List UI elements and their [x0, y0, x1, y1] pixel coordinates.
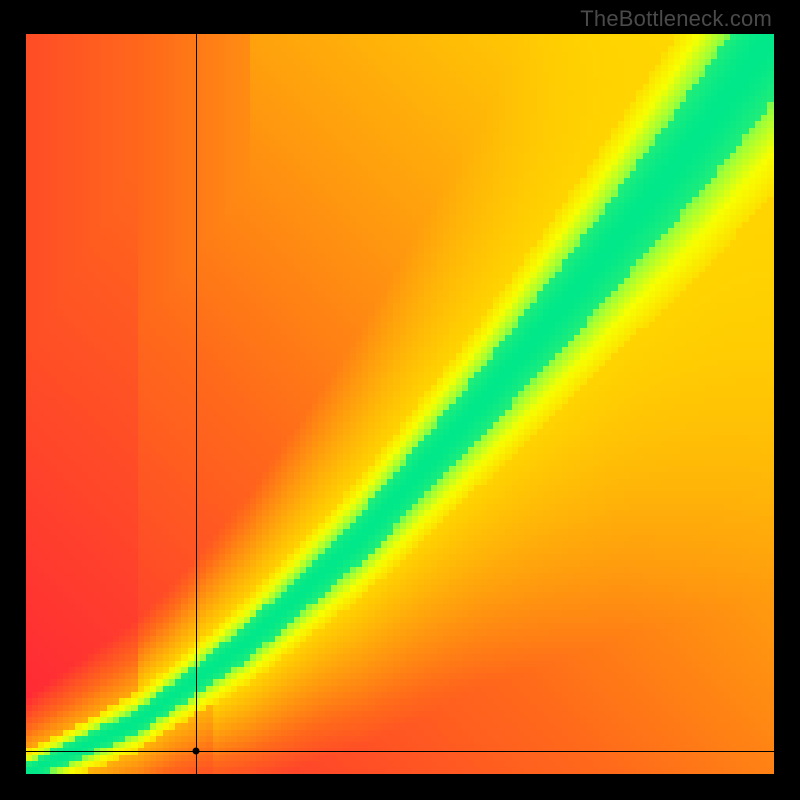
bottleneck-heatmap — [26, 34, 774, 774]
root-container: TheBottleneck.com — [0, 0, 800, 800]
watermark-text: TheBottleneck.com — [580, 6, 772, 32]
